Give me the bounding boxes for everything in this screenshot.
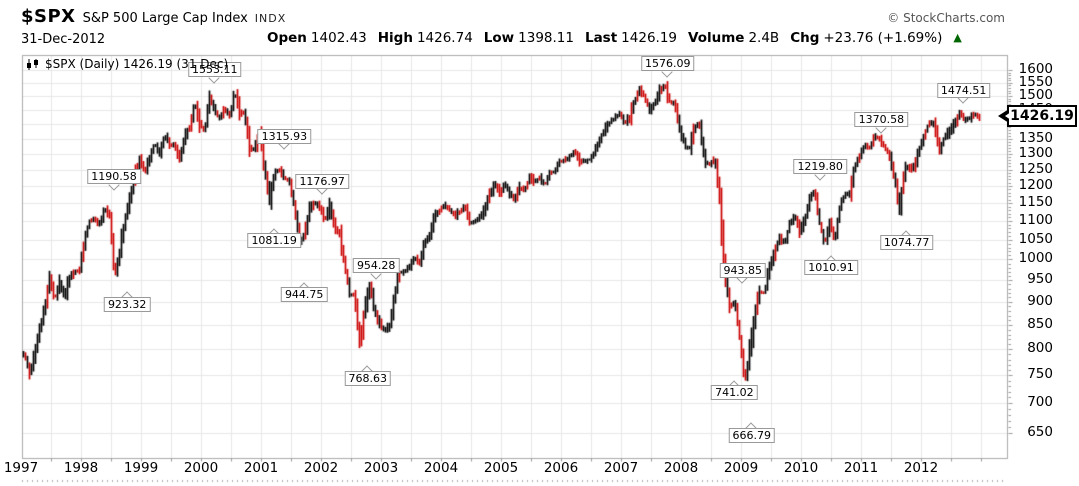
- callout-label: 1370.58: [854, 112, 909, 128]
- x-tick-2003: 2003: [363, 460, 399, 476]
- callout-label: 768.63: [344, 370, 392, 386]
- callout-label: 1176.97: [295, 173, 349, 189]
- y-tick-850: 850: [1027, 315, 1053, 332]
- callout-label: 666.79: [728, 427, 776, 443]
- callout-label: 1010.91: [804, 260, 858, 276]
- quote-label-open: Open: [267, 30, 307, 46]
- index-name: S&P 500 Large Cap Index: [82, 11, 248, 26]
- x-tick-1999: 1999: [123, 460, 159, 476]
- y-tick-1200: 1200: [1018, 177, 1053, 193]
- quote-bar: Open 1402.43 High 1426.74 Low 1398.11 Last 1426…: [267, 30, 962, 46]
- callout-label: 1474.51: [936, 82, 991, 98]
- y-tick-900: 900: [1027, 292, 1053, 309]
- y-tick-1150: 1150: [1018, 194, 1053, 211]
- y-tick-750: 750: [1027, 366, 1053, 383]
- symbol: $SPX: [21, 6, 76, 27]
- quote-value-volume: 2.4B: [748, 30, 780, 46]
- quote-label-volume: Volume: [688, 30, 745, 46]
- y-tick-1000: 1000: [1018, 250, 1053, 267]
- x-tick-2002: 2002: [303, 460, 339, 476]
- y-tick-1600: 1600: [1018, 61, 1053, 78]
- x-tick-2012: 2012: [903, 460, 939, 476]
- callout-label: 1219.80: [793, 159, 847, 175]
- y-tick-1350: 1350: [1018, 129, 1053, 146]
- last-price-value: 1426.19: [1010, 108, 1074, 125]
- quote-label-low: Low: [483, 30, 515, 46]
- callout-label: 943.85: [719, 262, 767, 278]
- x-tick-2008: 2008: [663, 460, 699, 476]
- callout-label: 1190.58: [87, 169, 141, 185]
- callout-label: 741.02: [711, 385, 758, 401]
- y-tick-650: 650: [1027, 424, 1053, 441]
- callout-label: 1081.19: [247, 233, 301, 249]
- y-tick-700: 700: [1027, 394, 1053, 411]
- callout-label: 954.28: [352, 258, 400, 274]
- y-tick-1550: 1550: [1018, 73, 1053, 90]
- title-bar: $SPX S&P 500 Large Cap Index INDX: [21, 6, 286, 27]
- y-tick-1250: 1250: [1018, 160, 1053, 177]
- x-tick-2011: 2011: [843, 460, 879, 476]
- x-tick-2004: 2004: [423, 460, 459, 476]
- quote-label-last: Last: [584, 30, 618, 46]
- quote-value-low: 1398.11: [518, 30, 574, 46]
- x-tick-2001: 2001: [243, 460, 279, 476]
- callout-label: 923.32: [103, 296, 151, 312]
- x-tick-2007: 2007: [603, 460, 639, 476]
- quote-label-chg: Chg: [790, 30, 820, 46]
- last-price-box: 1426.19: [998, 105, 1077, 128]
- x-tick-1998: 1998: [63, 460, 99, 476]
- chart-legend: $SPX (Daily) 1426.19 (31 Dec): [26, 57, 228, 71]
- callout-label: 1553.11: [188, 62, 242, 78]
- candlestick-icon: [27, 58, 38, 70]
- x-tick-2010: 2010: [783, 460, 819, 476]
- y-tick-1050: 1050: [1018, 230, 1053, 247]
- y-tick-1500: 1500: [1018, 87, 1053, 104]
- x-tick-2009: 2009: [723, 460, 759, 476]
- copyright-credit: © StockCharts.com: [887, 11, 1005, 25]
- quote-date: 31-Dec-2012: [21, 32, 106, 47]
- x-tick-1997: 1997: [3, 460, 39, 476]
- quote-value-chg: +23.76 (+1.69%): [823, 30, 943, 46]
- quote-value-high: 1426.74: [416, 30, 473, 46]
- x-tick-2000: 2000: [183, 460, 219, 476]
- quote-value-last: 1426.19: [621, 30, 677, 46]
- last-price-arrow-icon: [998, 109, 1009, 124]
- x-tick-2006: 2006: [543, 460, 579, 476]
- y-tick-1300: 1300: [1018, 144, 1053, 161]
- change-up-arrow-icon: ▲: [953, 31, 962, 44]
- callout-label: 944.75: [280, 287, 328, 303]
- y-tick-800: 800: [1027, 340, 1053, 357]
- x-tick-2005: 2005: [483, 460, 519, 476]
- y-tick-1100: 1100: [1018, 212, 1053, 229]
- callout-label: 1315.93: [257, 128, 312, 144]
- callout-label: 1074.77: [879, 235, 934, 251]
- y-tick-950: 950: [1027, 271, 1053, 288]
- callout-label: 1576.09: [641, 56, 695, 72]
- quote-label-high: High: [377, 30, 413, 46]
- quote-value-open: 1402.43: [310, 30, 367, 46]
- exchange-label: INDX: [254, 12, 287, 25]
- legend-text: $SPX (Daily) 1426.19 (31 Dec): [45, 57, 229, 71]
